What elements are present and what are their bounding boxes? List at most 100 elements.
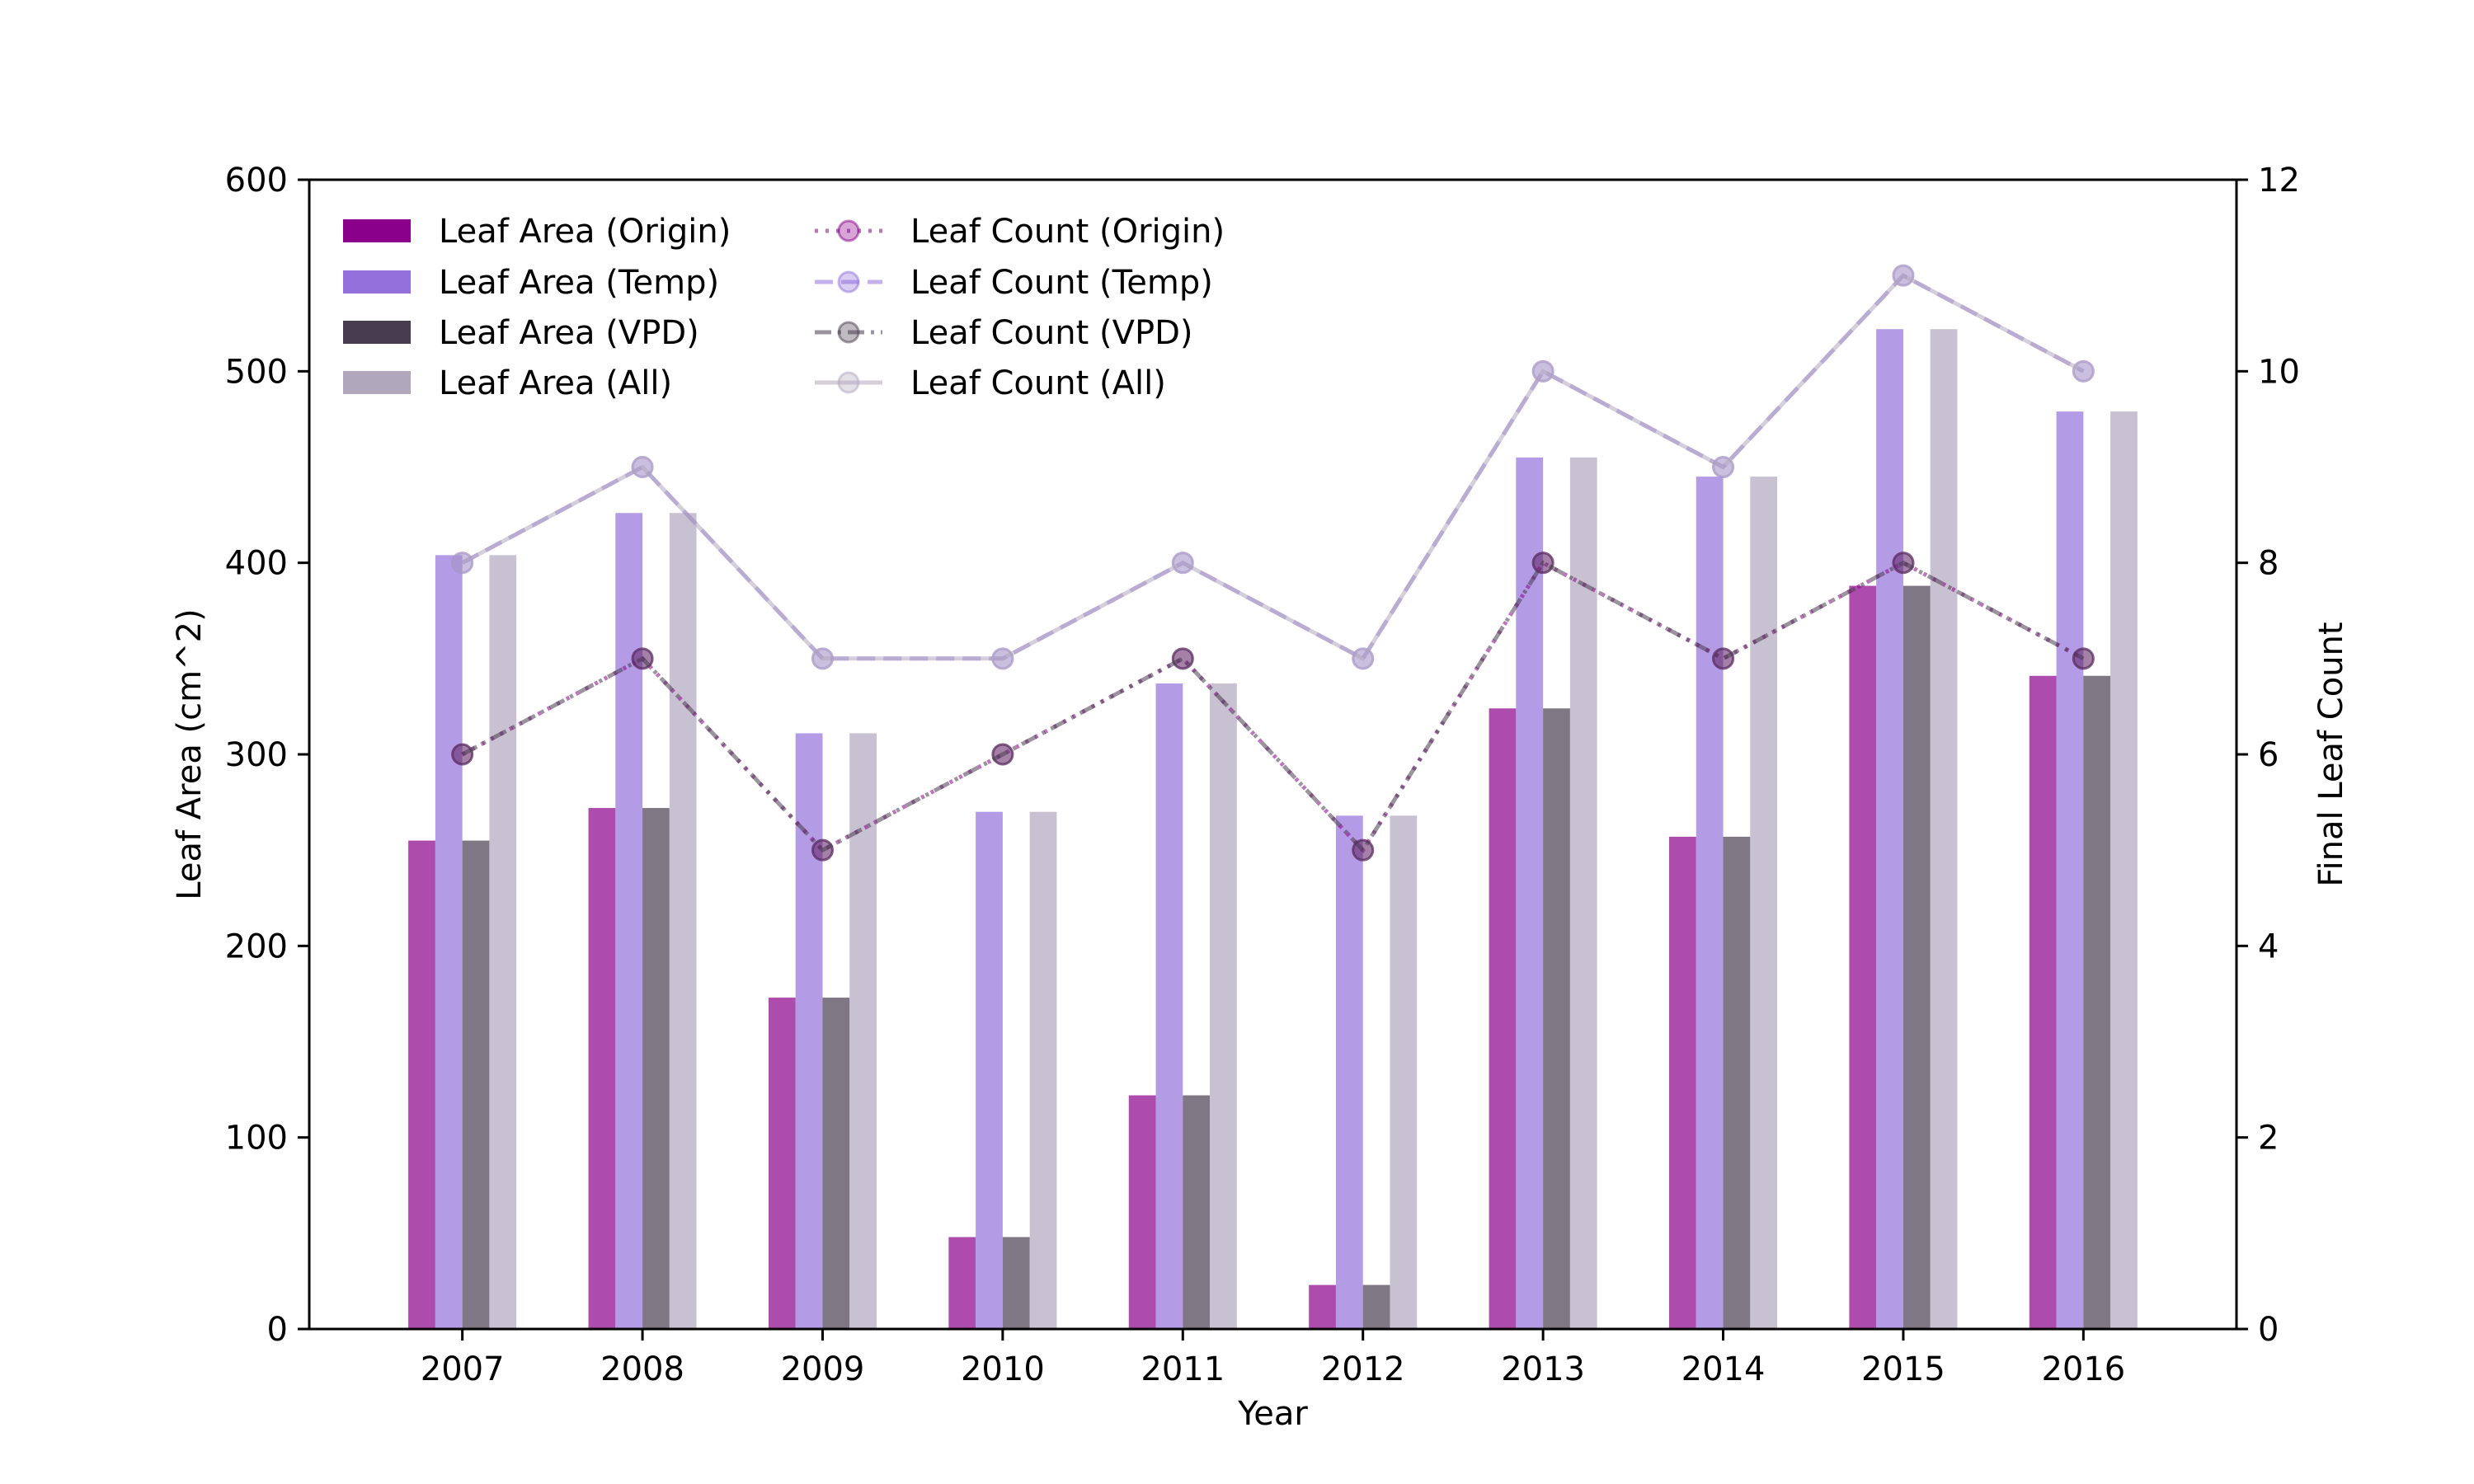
y-axis-title: Leaf Area (cm^2) xyxy=(171,608,209,899)
point-leaf-count-all--2011 xyxy=(1171,552,1194,575)
bar-leaf-area-vpd--2008 xyxy=(642,808,670,1329)
point-leaf-count-vpd--2013 xyxy=(1531,552,1554,575)
legend-marker xyxy=(837,270,860,294)
bar-leaf-area-vpd--2014 xyxy=(1723,836,1751,1329)
bar-leaf-area-vpd--2015 xyxy=(1903,585,1931,1329)
point-leaf-count-all--2007 xyxy=(451,552,474,575)
line-leaf-count-all- xyxy=(461,273,2085,662)
legend-item-leaf-area-temp-: Leaf Area (Temp) xyxy=(343,264,719,302)
legend-item-leaf-count-vpd-: Leaf Count (VPD) xyxy=(815,314,1193,352)
legend-label: Leaf Count (Origin) xyxy=(910,213,1225,251)
legend-item-leaf-count-all-: Leaf Count (All) xyxy=(815,364,1166,402)
point-leaf-count-vpd--2012 xyxy=(1352,838,1375,862)
bar-leaf-area-temp--2008 xyxy=(615,513,643,1329)
x-tick-label: 2010 xyxy=(961,1350,1045,1388)
bar-leaf-area-all--2013 xyxy=(1569,457,1597,1330)
bar-leaf-area-temp--2016 xyxy=(2056,411,2084,1330)
point-leaf-count-all--2015 xyxy=(1892,264,1915,287)
point-leaf-count-all--2014 xyxy=(1712,456,1735,478)
legend-swatch xyxy=(343,371,411,394)
legend-item-leaf-count-origin-: Leaf Count (Origin) xyxy=(815,213,1225,251)
legend-label: Leaf Count (VPD) xyxy=(910,314,1193,352)
bar-series-3 xyxy=(462,585,2111,1329)
point-leaf-count-vpd--2011 xyxy=(1171,647,1194,670)
x-tick-label: 2011 xyxy=(1141,1350,1225,1388)
line-series-4 xyxy=(451,264,2095,670)
x-tick-label: 2015 xyxy=(1861,1350,1945,1388)
legend-marker xyxy=(837,219,860,242)
line-leaf-count-vpd- xyxy=(461,560,2085,854)
legend-swatch xyxy=(343,321,411,344)
point-leaf-count-vpd--2007 xyxy=(451,743,474,766)
bar-leaf-area-vpd--2012 xyxy=(1362,1284,1390,1329)
x-tick-label: 2012 xyxy=(1321,1350,1405,1388)
bar-leaf-area-all--2016 xyxy=(2110,411,2138,1330)
bar-leaf-area-origin--2016 xyxy=(2029,675,2057,1329)
bar-leaf-area-all--2010 xyxy=(1029,811,1057,1329)
bar-series-4 xyxy=(489,329,2138,1330)
x-tick-label: 2014 xyxy=(1681,1350,1766,1388)
bar-series-2 xyxy=(435,329,2084,1330)
bar-leaf-area-all--2007 xyxy=(489,555,517,1329)
y-tick-label: 100 xyxy=(225,1120,288,1158)
bar-leaf-area-all--2015 xyxy=(1930,329,1958,1330)
legend-item-leaf-area-vpd-: Leaf Area (VPD) xyxy=(343,314,699,352)
legend-item-leaf-count-temp-: Leaf Count (Temp) xyxy=(815,264,1213,302)
bar-leaf-area-temp--2007 xyxy=(435,555,463,1329)
bar-series-1 xyxy=(408,585,2057,1329)
point-leaf-count-vpd--2016 xyxy=(2072,647,2095,670)
legend-marker xyxy=(837,371,860,394)
x-tick-label: 2013 xyxy=(1501,1350,1585,1388)
bar-leaf-area-vpd--2016 xyxy=(2083,675,2111,1329)
y2-tick-label: 2 xyxy=(2258,1120,2279,1158)
legend-label: Leaf Area (Temp) xyxy=(439,264,719,302)
bar-leaf-area-origin--2010 xyxy=(948,1237,976,1329)
legend: Leaf Area (Origin) Leaf Area (Temp) Leaf A… xyxy=(343,213,1225,402)
point-leaf-count-all--2016 xyxy=(2072,359,2095,383)
x-tick-label: 2009 xyxy=(781,1350,865,1388)
point-leaf-count-all--2012 xyxy=(1352,647,1375,670)
y2-tick-label: 10 xyxy=(2258,353,2300,391)
bar-leaf-area-vpd--2007 xyxy=(462,840,490,1329)
y2-tick-label: 12 xyxy=(2258,162,2300,200)
y2-tick-label: 8 xyxy=(2258,545,2279,583)
y2-tick-label: 6 xyxy=(2258,736,2279,774)
x-axis-title: Year xyxy=(1237,1395,1308,1433)
legend-label: Leaf Count (Temp) xyxy=(910,264,1213,302)
x-tick-label: 2016 xyxy=(2041,1350,2125,1388)
y-tick-label: 0 xyxy=(267,1311,288,1349)
bar-leaf-area-temp--2013 xyxy=(1516,457,1544,1330)
y2-axis-title: Final Leaf Count xyxy=(2312,622,2350,886)
point-leaf-count-all--2010 xyxy=(991,647,1014,670)
y-tick-label: 200 xyxy=(225,928,288,965)
bar-leaf-area-vpd--2009 xyxy=(822,998,850,1329)
y2-tick-label: 4 xyxy=(2258,928,2279,965)
bar-leaf-area-origin--2009 xyxy=(768,998,796,1329)
lines-layer xyxy=(451,264,2095,862)
y-tick-label: 500 xyxy=(225,353,288,391)
x-tick-label: 2007 xyxy=(421,1350,505,1388)
bar-leaf-area-vpd--2013 xyxy=(1543,708,1570,1329)
y2-tick-label: 0 xyxy=(2258,1311,2279,1349)
legend-item-leaf-area-all-: Leaf Area (All) xyxy=(343,364,672,402)
legend-swatch xyxy=(343,270,411,294)
bar-leaf-area-all--2011 xyxy=(1210,683,1237,1329)
point-leaf-count-all--2008 xyxy=(631,456,654,478)
bar-leaf-area-origin--2015 xyxy=(1849,585,1877,1329)
bar-leaf-area-temp--2015 xyxy=(1876,329,1903,1330)
point-leaf-count-all--2009 xyxy=(811,647,834,670)
bar-leaf-area-origin--2011 xyxy=(1128,1095,1156,1329)
bar-leaf-area-origin--2013 xyxy=(1489,708,1517,1329)
bar-leaf-area-origin--2007 xyxy=(408,840,435,1329)
bar-leaf-area-all--2012 xyxy=(1390,815,1418,1329)
bar-leaf-area-temp--2014 xyxy=(1696,477,1724,1329)
point-leaf-count-vpd--2014 xyxy=(1712,647,1735,670)
point-leaf-count-vpd--2009 xyxy=(811,838,834,862)
point-leaf-count-vpd--2010 xyxy=(991,743,1014,766)
bars-layer xyxy=(408,329,2138,1330)
legend-label: Leaf Area (VPD) xyxy=(439,314,699,352)
legend-marker xyxy=(837,321,860,344)
bar-leaf-area-all--2009 xyxy=(849,733,877,1329)
point-leaf-count-vpd--2015 xyxy=(1892,552,1915,575)
